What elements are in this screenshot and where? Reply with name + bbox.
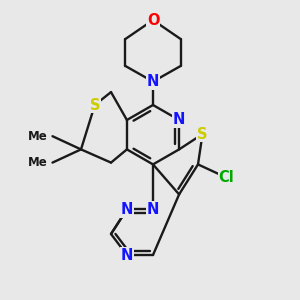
Text: N: N xyxy=(147,74,159,89)
Text: Me: Me xyxy=(28,156,48,169)
Text: O: O xyxy=(147,13,159,28)
Text: N: N xyxy=(147,202,159,217)
Text: S: S xyxy=(89,98,100,112)
Text: N: N xyxy=(121,248,133,262)
Text: N: N xyxy=(121,202,133,217)
Text: N: N xyxy=(173,112,185,128)
Text: Me: Me xyxy=(28,130,48,143)
Text: Cl: Cl xyxy=(219,170,234,185)
Text: S: S xyxy=(197,127,208,142)
